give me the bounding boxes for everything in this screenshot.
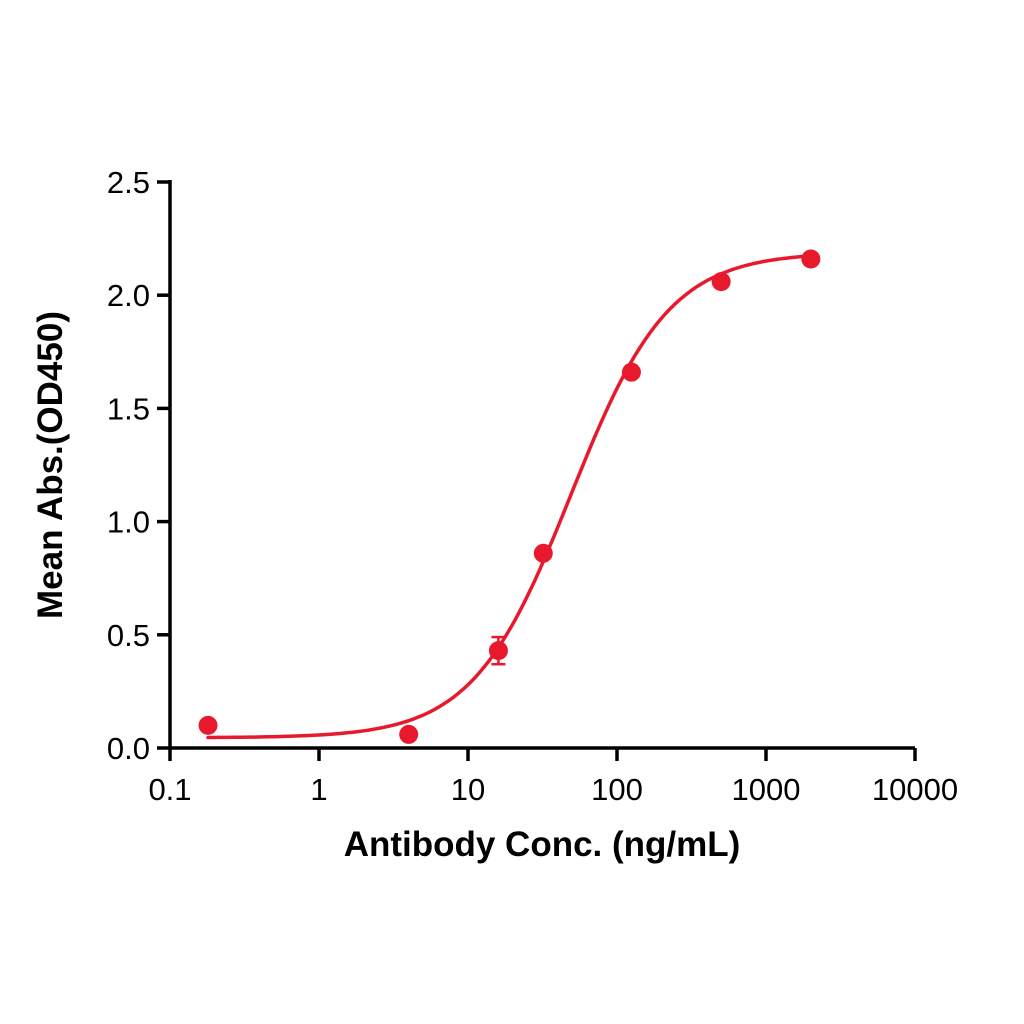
x-tick-label: 0.1 bbox=[148, 772, 191, 807]
y-tick-label: 1.5 bbox=[107, 391, 150, 426]
x-tick-label: 10000 bbox=[872, 772, 958, 807]
data-point bbox=[488, 641, 508, 661]
fit-curve-line bbox=[206, 254, 813, 740]
y-tick-label: 0.5 bbox=[107, 618, 150, 653]
y-axis-title: Mean Abs.(OD450) bbox=[31, 311, 70, 619]
y-tick-label: 0.0 bbox=[107, 731, 150, 766]
data-point bbox=[801, 249, 821, 269]
x-axis-title: Antibody Conc. (ng/mL) bbox=[344, 825, 741, 864]
x-tick-label: 100 bbox=[591, 772, 643, 807]
data-point bbox=[399, 724, 419, 744]
y-tick-label: 1.0 bbox=[107, 505, 150, 540]
x-tick-label: 1000 bbox=[732, 772, 801, 807]
x-tick-label: 10 bbox=[451, 772, 485, 807]
data-point bbox=[533, 543, 553, 563]
x-tick-label: 1 bbox=[310, 772, 327, 807]
plot-area: 0.1 1 10 100 1000 10000 0.0 0.5 1.0 1.5 2.0 2.5 bbox=[107, 165, 958, 807]
data-point bbox=[621, 362, 641, 382]
data-point bbox=[711, 272, 731, 292]
data-point bbox=[198, 715, 218, 735]
y-tick-label: 2.0 bbox=[107, 278, 150, 313]
y-tick-label: 2.5 bbox=[107, 165, 150, 200]
axis-lines bbox=[168, 180, 915, 750]
